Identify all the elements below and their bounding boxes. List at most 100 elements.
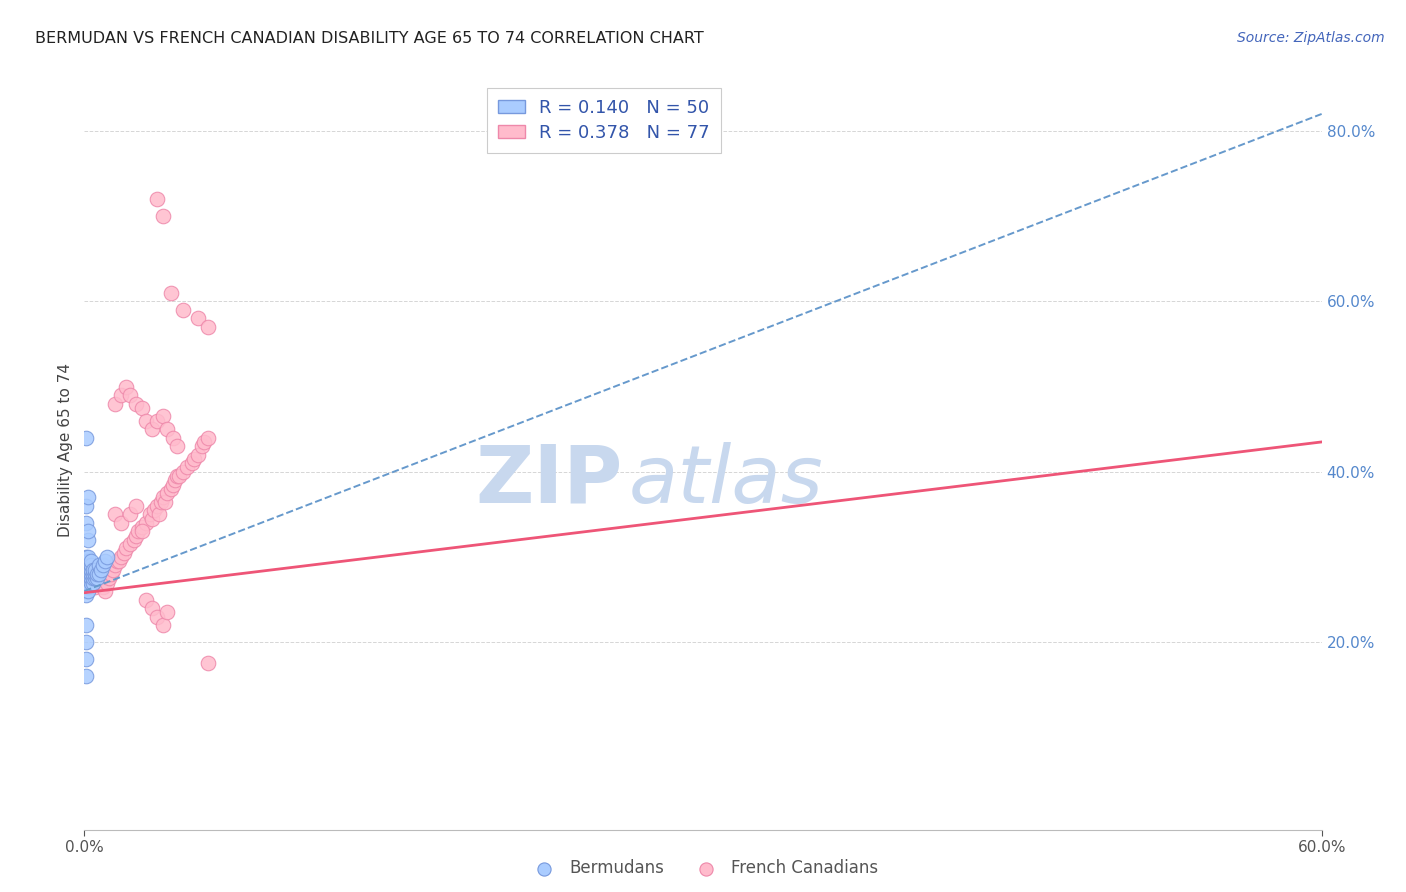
Point	[125, 499, 148, 513]
Point	[165, 473, 187, 487]
Point	[118, 508, 141, 522]
Point	[135, 592, 157, 607]
Point	[90, 563, 112, 577]
Point	[82, 575, 104, 590]
Point	[148, 508, 170, 522]
Point	[131, 524, 153, 539]
Point	[156, 605, 179, 619]
Point	[75, 584, 97, 599]
Point	[77, 533, 100, 547]
Point	[100, 566, 122, 581]
Point	[110, 549, 132, 564]
Point	[83, 571, 105, 585]
Point	[108, 554, 131, 568]
Point	[79, 571, 101, 585]
Text: ZIP: ZIP	[475, 442, 623, 520]
Point	[83, 563, 105, 577]
Point	[75, 580, 97, 594]
Point	[139, 508, 162, 522]
Point	[112, 546, 135, 560]
Point	[127, 524, 149, 539]
Point	[77, 584, 100, 599]
Point	[79, 563, 101, 577]
Point	[91, 580, 114, 594]
Point	[145, 414, 167, 428]
Point	[75, 652, 97, 666]
Point	[77, 558, 100, 573]
Point	[141, 422, 163, 436]
Point	[152, 409, 174, 424]
Point	[104, 396, 127, 410]
Point	[77, 580, 100, 594]
Point	[83, 566, 105, 581]
Point	[125, 529, 148, 543]
Point	[131, 520, 153, 534]
Point	[90, 566, 112, 581]
Point	[77, 563, 100, 577]
Point	[75, 571, 97, 585]
Point	[77, 575, 100, 590]
Point	[118, 537, 141, 551]
Point	[86, 566, 108, 581]
Point	[160, 285, 183, 300]
Point	[75, 431, 97, 445]
Point	[82, 571, 104, 585]
Point	[183, 452, 205, 467]
Point	[86, 571, 108, 585]
Legend: Bermudans, French Canadians: Bermudans, French Canadians	[522, 853, 884, 884]
Legend: R = 0.140   N = 50, R = 0.378   N = 77: R = 0.140 N = 50, R = 0.378 N = 77	[486, 88, 721, 153]
Point	[135, 516, 157, 530]
Point	[166, 439, 188, 453]
Point	[162, 431, 184, 445]
Point	[135, 414, 157, 428]
Point	[77, 524, 100, 539]
Point	[75, 554, 97, 568]
Point	[79, 566, 101, 581]
Point	[77, 491, 100, 505]
Point	[114, 541, 136, 556]
Point	[87, 571, 110, 585]
Point	[156, 486, 179, 500]
Point	[152, 618, 174, 632]
Text: atlas: atlas	[628, 442, 824, 520]
Point	[82, 563, 104, 577]
Point	[79, 554, 101, 568]
Point	[75, 618, 97, 632]
Point	[96, 549, 118, 564]
Point	[75, 563, 97, 577]
Point	[153, 494, 176, 508]
Point	[77, 566, 100, 581]
Point	[152, 209, 174, 223]
Point	[193, 434, 215, 449]
Point	[152, 491, 174, 505]
Point	[87, 558, 110, 573]
Point	[77, 554, 100, 568]
Point	[75, 566, 97, 581]
Point	[82, 566, 104, 581]
Point	[180, 456, 202, 470]
Point	[191, 439, 214, 453]
Point	[79, 558, 101, 573]
Point	[104, 558, 127, 573]
Point	[167, 469, 190, 483]
Point	[94, 554, 117, 568]
Point	[122, 533, 145, 547]
Point	[105, 554, 128, 568]
Point	[176, 460, 198, 475]
Point	[118, 388, 141, 402]
Point	[149, 494, 172, 508]
Point	[75, 516, 97, 530]
Point	[166, 469, 188, 483]
Point	[110, 388, 132, 402]
Point	[87, 566, 110, 581]
Y-axis label: Disability Age 65 to 74: Disability Age 65 to 74	[58, 363, 73, 538]
Point	[82, 575, 104, 590]
Point	[103, 563, 125, 577]
Point	[77, 549, 100, 564]
Point	[172, 302, 194, 317]
Point	[141, 601, 163, 615]
Point	[125, 396, 148, 410]
Point	[197, 320, 219, 334]
Point	[75, 635, 97, 649]
Point	[172, 465, 194, 479]
